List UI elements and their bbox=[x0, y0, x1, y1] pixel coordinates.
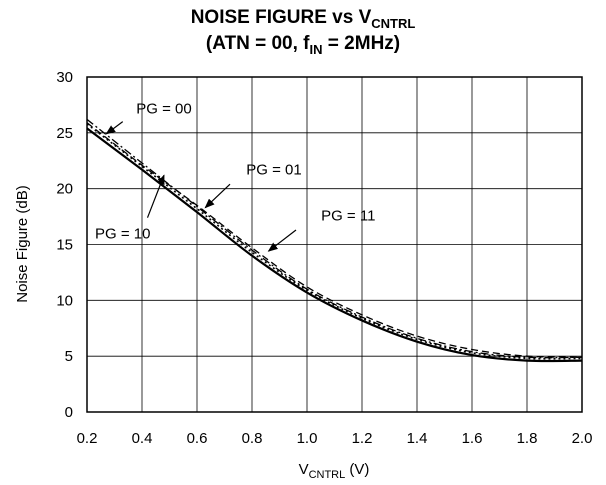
y-tick-label-2: 10 bbox=[56, 292, 73, 309]
grid-lines bbox=[86, 76, 583, 413]
x-tick-label-2: 0.6 bbox=[187, 430, 208, 447]
y-tick-label-4: 20 bbox=[56, 181, 73, 198]
series-line-pg-10 bbox=[86, 127, 583, 363]
x-axis-label: VCNTRL (V) bbox=[299, 461, 370, 481]
x-tick-labels: 0.2 0.4 0.6 0.8 1.0 1.2 1.4 1.6 1.8 2.0 bbox=[77, 430, 593, 447]
x-tick-label-4: 1.0 bbox=[297, 430, 318, 447]
chart-title-line2: (ATN = 00, fIN = 2MHz) bbox=[206, 33, 400, 57]
annotation-label-pg-01: PG = 01 bbox=[246, 162, 301, 179]
x-tick-label-5: 1.2 bbox=[352, 430, 373, 447]
series-line-pg-01 bbox=[86, 122, 583, 358]
y-axis-label: Noise Figure (dB) bbox=[14, 185, 31, 303]
annotation-arrow-pg-11 bbox=[267, 229, 297, 252]
y-tick-label-6: 30 bbox=[56, 69, 73, 86]
series-group bbox=[86, 118, 583, 363]
annotation-label-pg-11: PG = 11 bbox=[321, 207, 375, 224]
x-tick-label-8: 1.8 bbox=[517, 430, 538, 447]
x-tick-label-9: 2.0 bbox=[572, 430, 593, 447]
x-tick-label-0: 0.2 bbox=[77, 430, 98, 447]
annotation-label-pg-00: PG = 00 bbox=[136, 100, 191, 117]
y-tick-labels: 0 5 10 15 20 25 30 bbox=[56, 69, 73, 421]
chart-title-line1: NOISE FIGURE vs VCNTRL bbox=[191, 7, 416, 31]
x-tick-label-3: 0.8 bbox=[242, 430, 263, 447]
annotation-label-pg-10: PG = 10 bbox=[95, 225, 150, 242]
series-line-pg-11 bbox=[86, 123, 583, 360]
y-tick-label-3: 15 bbox=[56, 237, 73, 254]
plot-frame bbox=[86, 76, 583, 413]
y-tick-label-1: 5 bbox=[65, 348, 73, 365]
annotations: PG = 00 PG = 01 PG = 10 PG = 11 bbox=[95, 100, 375, 252]
annotation-arrow-pg-01 bbox=[204, 183, 231, 209]
x-tick-label-7: 1.6 bbox=[462, 430, 483, 447]
annotation-arrow-pg-10 bbox=[146, 174, 165, 218]
series-line-pg-00 bbox=[86, 118, 583, 359]
x-tick-label-6: 1.4 bbox=[407, 430, 428, 447]
y-tick-label-0: 0 bbox=[65, 404, 73, 421]
x-tick-label-1: 0.4 bbox=[132, 430, 153, 447]
y-tick-label-5: 25 bbox=[56, 125, 73, 142]
annotation-arrow-pg-00 bbox=[105, 121, 124, 135]
